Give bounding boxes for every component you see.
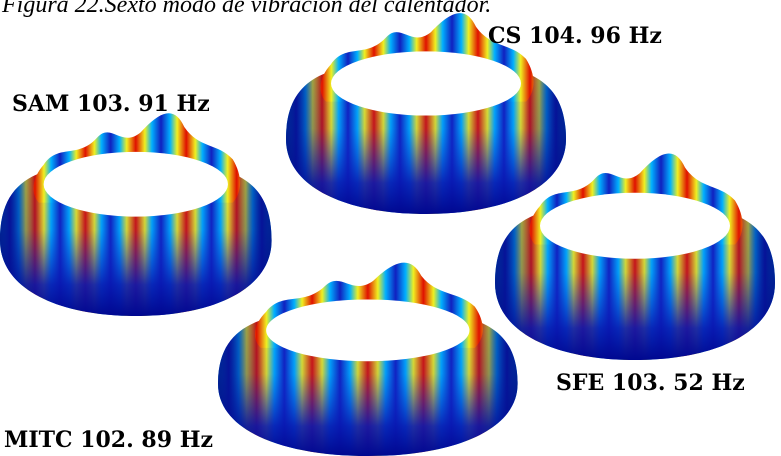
mode-label: MITC 102. 89 Hz (4, 427, 213, 453)
figure: Figura 22.Sexto modo de vibración del ca… (0, 0, 781, 456)
mode-label: SFE 103. 52 Hz (556, 370, 745, 396)
mode-shape-mitc (218, 263, 518, 456)
mode-label: SAM 103. 91 Hz (12, 91, 210, 117)
caption: Figura 22.Sexto modo de vibración del ca… (1, 0, 491, 18)
mode-label: CS 104. 96 Hz (488, 23, 662, 49)
mode-shape-sam (0, 113, 272, 316)
